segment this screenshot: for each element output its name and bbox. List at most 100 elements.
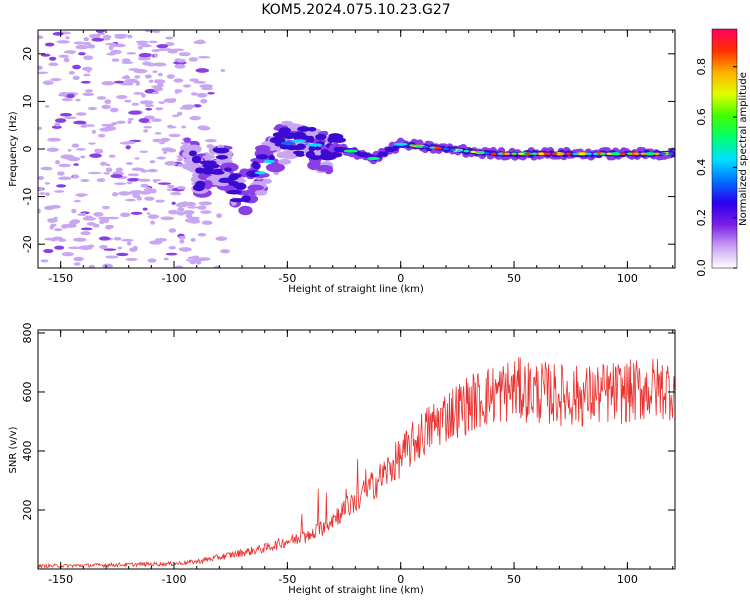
spectral-blob	[110, 49, 122, 55]
spectral-blob	[169, 191, 182, 196]
spectral-blob	[99, 244, 108, 250]
spectral-blob	[327, 136, 335, 144]
spectral-blob	[269, 136, 286, 144]
spectral-blob	[224, 167, 232, 172]
spectral-blob	[422, 145, 429, 149]
spectral-blob	[176, 111, 183, 116]
spectral-blob	[263, 159, 275, 163]
spectral-blob	[152, 62, 167, 67]
spectral-blob	[150, 220, 156, 225]
spectral-blob	[497, 152, 504, 155]
spectral-blob	[144, 104, 155, 108]
spectral-blob	[173, 78, 184, 83]
spectral-blob	[73, 262, 81, 266]
spectral-blob	[551, 152, 558, 155]
spectral-blob	[490, 152, 497, 155]
spectral-blob	[109, 107, 119, 113]
spectral-blob	[247, 184, 264, 191]
spectral-blob	[113, 237, 122, 241]
spectral-blob	[190, 237, 196, 242]
spectral-blob	[61, 252, 74, 257]
spectral-blob	[75, 44, 89, 50]
spectral-blob	[196, 92, 208, 98]
spectral-blob	[49, 56, 57, 61]
spectral-blob	[133, 68, 148, 74]
spectral-blob	[72, 237, 87, 242]
spectral-blob	[148, 40, 158, 44]
spectral-blob	[87, 106, 98, 111]
spectral-blob	[291, 139, 307, 143]
spectral-blob	[84, 89, 94, 93]
spectral-blob	[171, 201, 176, 205]
spectral-blob	[106, 224, 114, 229]
spectral-blob	[38, 175, 45, 181]
snr-xtick-label: -150	[48, 573, 73, 586]
spectral-blob	[277, 158, 292, 165]
spectral-blob	[82, 92, 95, 97]
spectral-blob	[83, 37, 90, 42]
spectral-blob	[366, 156, 381, 161]
spectral-blob	[71, 143, 80, 148]
spectral-blob	[531, 152, 538, 155]
spectral-blob	[190, 92, 198, 96]
spectral-blob	[174, 63, 186, 69]
spectral-blob	[120, 212, 131, 218]
spectral-blob	[126, 181, 133, 185]
spectral-blob	[320, 149, 330, 155]
spectral-blob	[182, 210, 195, 215]
spectral-blob	[101, 263, 114, 268]
spectral-blob	[94, 149, 104, 154]
spectral-blob	[660, 152, 667, 155]
snr-ytick-label: 800	[21, 322, 34, 343]
spectral-blob	[524, 152, 531, 155]
spectral-blob	[88, 264, 96, 268]
spectral-blob	[483, 152, 490, 155]
spectral-blob	[103, 218, 109, 223]
spectral-blob	[198, 201, 213, 206]
spectral-blob	[592, 152, 599, 155]
spectral-blob	[80, 80, 91, 84]
spectral-blob	[134, 75, 141, 79]
spectral-blob	[73, 120, 87, 125]
spectral-blob	[167, 124, 174, 129]
spectral-blob	[343, 149, 358, 153]
spectral-blob	[149, 240, 163, 245]
spectral-blob	[100, 123, 115, 127]
spectral-blob	[110, 174, 123, 179]
spectral-blob	[158, 101, 166, 104]
spectral-blob	[268, 154, 275, 161]
spectral-blob	[189, 259, 197, 265]
spectral-blob	[101, 104, 111, 110]
spectral-blob	[168, 162, 178, 166]
spectral-blob	[82, 66, 93, 72]
spectral-blob	[429, 146, 436, 149]
spectral-blob	[504, 152, 511, 155]
spectral-blob	[46, 147, 59, 152]
spectral-blob	[135, 40, 149, 44]
spectral-blob	[83, 73, 91, 77]
spectral-blob	[189, 115, 202, 121]
spectral-blob	[579, 152, 586, 155]
spectral-blob	[178, 235, 186, 240]
spectrogram-ytick-label: 0	[21, 146, 34, 153]
spectral-blob	[157, 48, 168, 52]
spectral-blob	[305, 151, 316, 159]
spectral-blob	[88, 142, 96, 145]
spectral-blob	[134, 92, 139, 95]
spectral-blob	[40, 259, 49, 263]
spectral-blob	[48, 62, 59, 67]
spectral-blob	[254, 171, 266, 175]
spectral-blob	[43, 248, 54, 254]
spectral-blob	[196, 184, 204, 191]
spectral-blob	[201, 220, 213, 225]
spectral-blob	[599, 152, 606, 155]
spectral-blob	[188, 57, 198, 62]
spectrogram-ytick-label: 20	[21, 47, 34, 61]
spectral-blob	[38, 186, 44, 192]
spectral-blob	[160, 216, 174, 221]
spectral-blob	[141, 93, 146, 98]
spectral-blob	[168, 133, 181, 138]
spectral-blob	[130, 190, 144, 194]
spectral-blob	[75, 193, 88, 197]
